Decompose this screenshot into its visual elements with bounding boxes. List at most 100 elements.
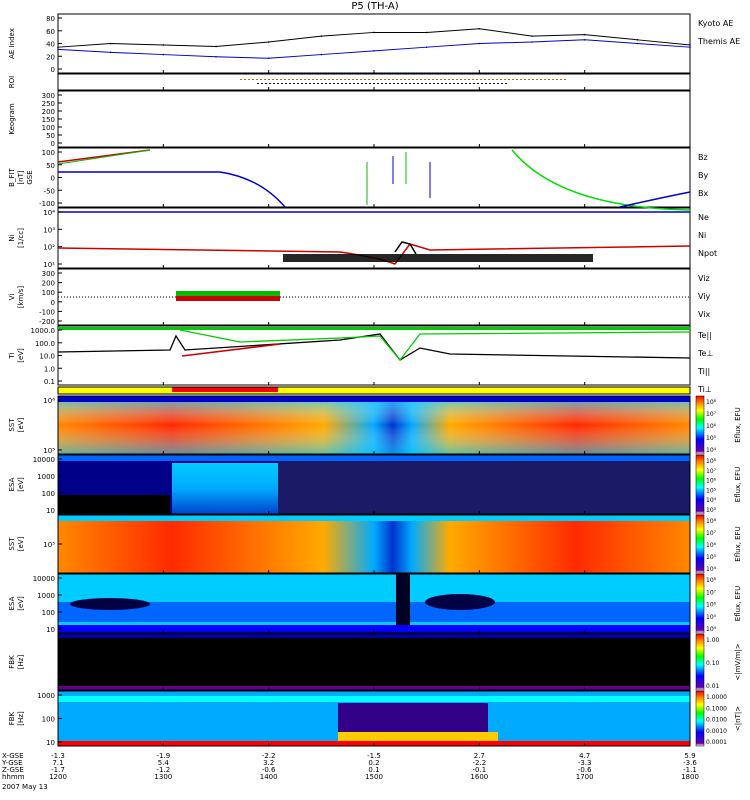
esa-2-bottom — [58, 625, 690, 633]
roi-mark — [505, 83, 507, 84]
panel-ylabel-3: Keogram — [8, 103, 16, 134]
roi-mark — [421, 83, 423, 84]
legend-entry: Te⊥ — [697, 349, 713, 358]
roi-mark — [485, 83, 487, 84]
roi-mark — [244, 79, 246, 80]
roi-mark — [248, 79, 250, 80]
roi-mark — [301, 83, 303, 84]
ae-point — [320, 53, 323, 56]
ae-point — [531, 35, 533, 37]
roi-mark — [357, 83, 359, 84]
colorbar-tick: 0.0010 — [706, 728, 727, 735]
ephem-value: -1.3 — [51, 752, 65, 760]
ephem-value: 5.4 — [158, 759, 170, 767]
roi-mark — [397, 83, 399, 84]
legend-entry: Ti⊥ — [697, 385, 712, 394]
colorbar-tick: 0.10 — [706, 660, 720, 667]
roi-mark — [297, 83, 299, 84]
ae-point — [267, 41, 270, 43]
colorbar-3 — [695, 514, 705, 574]
roi-mark — [273, 83, 275, 84]
panel-tick-label: 0 — [51, 66, 55, 74]
roi-mark — [312, 79, 314, 80]
panel-ylabel-5: [1/cc] — [17, 228, 25, 248]
roi-mark — [332, 79, 334, 80]
ephem-value: 1400 — [260, 773, 278, 781]
roi-mark — [281, 83, 283, 84]
ephem-row-label: hhmm — [2, 773, 25, 781]
legend-entry: Kyoto AE — [698, 19, 733, 28]
bx-line-2 — [619, 191, 691, 208]
roi-mark — [532, 79, 534, 80]
roi-mark — [468, 79, 470, 80]
roi-mark — [296, 79, 298, 80]
panel-ylabel-1: AE Index — [8, 28, 16, 59]
ae-point — [57, 46, 59, 48]
colorbar-tick: 10⁵ — [706, 614, 717, 621]
esa-1-block — [172, 463, 278, 514]
panel-tick-label: 1000 — [37, 592, 55, 600]
ae-point — [689, 46, 691, 48]
colorbar-label: <|nT|> — [734, 706, 742, 731]
ephem-value: 0.2 — [368, 759, 379, 767]
colorbar-tick: 10⁶ — [706, 423, 717, 430]
roi-mark — [377, 83, 379, 84]
roi-mark — [496, 79, 498, 80]
ephem-value: 3.2 — [263, 759, 274, 767]
roi-mark — [308, 79, 310, 80]
roi-mark — [448, 79, 450, 80]
esa-1-noise — [278, 455, 690, 514]
colorbar-tick: 10⁷ — [706, 530, 717, 537]
ae-point — [531, 41, 533, 43]
ae-point — [267, 57, 270, 60]
colorbar-tick: 10⁸ — [706, 518, 717, 525]
panel-tick-label: 10⁶ — [43, 397, 55, 405]
roi-mark — [269, 83, 271, 84]
roi-mark — [384, 79, 386, 80]
ni-noise — [283, 254, 593, 262]
chart-title: P5 (TH-A) — [351, 1, 398, 12]
roi-mark — [461, 83, 463, 84]
panel-tick-label: 100 — [42, 149, 55, 157]
colorbar-tick: 10⁸ — [706, 399, 717, 406]
roi-mark — [428, 79, 430, 80]
ephem-value: 1200 — [49, 773, 67, 781]
legend-entry: Viz — [698, 274, 710, 283]
roi-mark — [500, 79, 502, 80]
ephem-row-label: X-GSE — [2, 752, 24, 760]
roi-mark — [472, 79, 474, 80]
roi-mark — [333, 83, 335, 84]
ephem-value: 1800 — [681, 773, 699, 781]
colorbar-tick: 10⁷ — [706, 468, 717, 475]
panel-ylabel-12: [Hz] — [17, 655, 25, 670]
colorbar-tick: 10⁸ — [706, 577, 717, 584]
colorbar-tick: 0.0001 — [706, 739, 727, 746]
ephem-value: -2.2 — [262, 752, 276, 760]
panel-tick-label: 200 — [42, 108, 55, 116]
panel-tick-label: 50 — [46, 162, 55, 170]
panel-tick-label: 0 — [51, 299, 55, 307]
panel-tick-label: 1000 — [37, 473, 55, 481]
colorbar-tick: 1.00 — [706, 637, 720, 644]
roi-mark — [424, 79, 426, 80]
roi-mark — [504, 79, 506, 80]
roi-mark — [256, 79, 258, 80]
ti-line — [179, 329, 691, 362]
panel-tick-label: 100 — [42, 609, 55, 617]
roi-mark — [552, 79, 554, 80]
roi-mark — [460, 79, 462, 80]
roi-mark — [440, 79, 442, 80]
sst-2-top-band — [58, 515, 690, 521]
roi-mark — [536, 79, 538, 80]
colorbar-label: Eflux, EFU — [734, 407, 742, 442]
fbk-2-band — [58, 696, 690, 702]
colorbar-tick: 1.0000 — [706, 694, 727, 701]
roi-mark — [349, 83, 351, 84]
ae-point — [478, 42, 481, 45]
colorbar-5 — [695, 633, 705, 691]
roi-mark — [336, 79, 338, 80]
panel-ylabel-4: B_FIT — [8, 167, 16, 186]
ephem-value: 1300 — [154, 773, 172, 781]
roi-mark — [316, 79, 318, 80]
panel-ylabel-8: SST — [8, 418, 16, 432]
